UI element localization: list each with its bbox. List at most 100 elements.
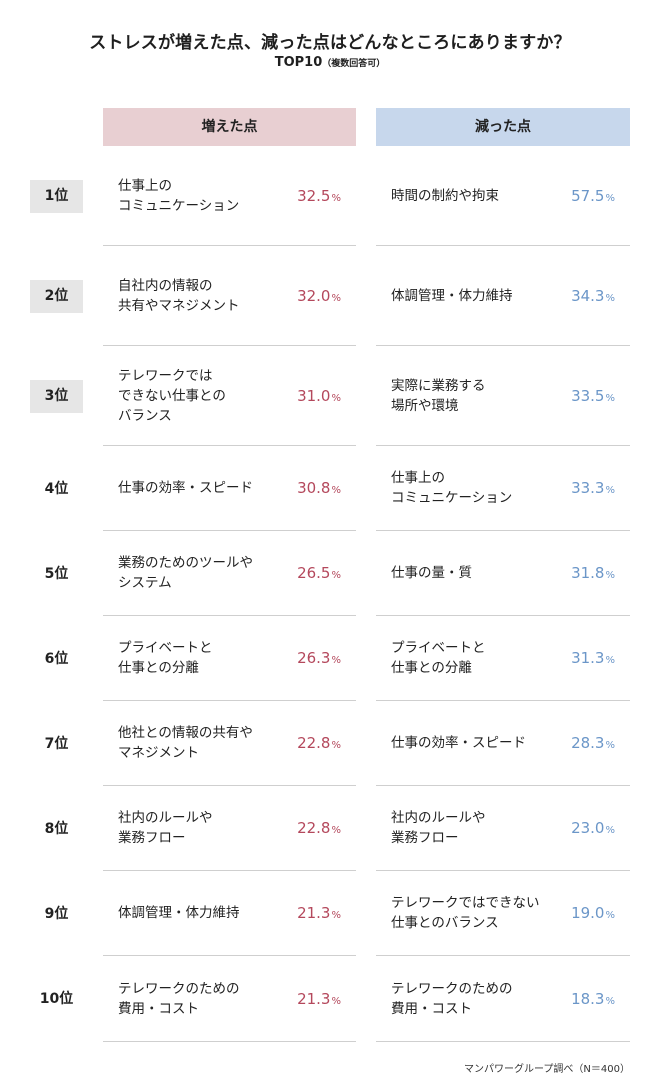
rank-label: 4位 [44,481,69,497]
percent-unit: % [605,740,615,751]
percent-unit: % [605,995,615,1007]
increased-cell: 社内のルールや 業務フロー 22.8% [103,786,356,871]
decreased-item-value: 34.3% [571,287,615,305]
increased-item-value: 22.8% [297,734,341,752]
source-note: マンパワーグループ調べ（N＝400） [464,1064,630,1075]
percent-unit: % [331,570,341,581]
increased-value-number: 26.3 [297,649,331,667]
percent-unit: % [605,570,615,581]
increased-item-value: 32.0% [297,287,341,305]
percent-unit: % [331,485,341,496]
increased-cell: 自社内の情報の 共有やマネジメント 32.0% [103,246,356,346]
decreased-value-number: 31.3 [571,649,605,667]
decreased-value-number: 33.5 [571,386,605,405]
decreased-item-label: 実際に業務する 場所や環境 [391,377,486,414]
percent-unit: % [605,292,615,304]
rank-label: 9位 [44,906,69,922]
decreased-value-number: 23.0 [571,819,605,837]
rank-label: 5位 [44,566,69,582]
decreased-value-number: 57.5 [571,186,605,205]
decreased-value-number: 19.0 [571,904,605,922]
percent-unit: % [605,485,615,496]
rank-label: 1位 [30,180,83,213]
percent-unit: % [605,655,615,666]
increased-item-label: テレワークでは できない仕事との バランス [118,367,226,424]
subtitle-main: TOP10 [274,55,323,70]
percent-unit: % [331,655,341,666]
decreased-item-label: 仕事の量・質 [391,565,472,581]
decreased-value-number: 18.3 [571,989,605,1008]
percent-unit: % [331,740,341,751]
decreased-item-label: テレワークのための 費用・コスト [391,980,513,1017]
decreased-item-value: 33.3% [571,479,615,497]
chart-title: ストレスが増えた点、減った点はどんなところにありますか？ [89,33,571,53]
decreased-cell: 仕事の効率・スピード 28.3% [376,701,630,786]
increased-item-label: テレワークのための 費用・コスト [118,980,240,1017]
percent-unit: % [331,825,341,836]
table-row: 4位 仕事の効率・スピード 30.8% 仕事上の コミュニケーション 33.3% [0,446,660,531]
rank-label: 8位 [44,821,69,837]
decreased-item-value: 33.5% [571,387,615,405]
table-row: 8位 社内のルールや 業務フロー 22.8% 社内のルールや 業務フロー 23.0% [0,786,660,871]
header-increased: 増えた点 [103,108,356,146]
increased-cell: 仕事上の コミュニケーション 32.5% [103,146,356,246]
table-row: 6位 プライベートと 仕事との分離 26.3% プライベートと 仕事との分離 31.3% [0,616,660,701]
increased-value-number: 32.5 [297,186,331,205]
table-row: 9位 体調管理・体力維持 21.3% テレワークではできない 仕事とのバランス 19.0… [0,871,660,956]
decreased-value-number: 34.3 [571,286,605,305]
percent-unit: % [605,392,615,404]
increased-value-number: 21.3 [297,989,331,1008]
rank-label: 7位 [44,736,69,752]
percent-unit: % [331,910,341,921]
table-row: 5位 業務のためのツールや システム 26.5% 仕事の量・質 31.8% [0,531,660,616]
decreased-cell: テレワークのための 費用・コスト 18.3% [376,956,630,1042]
decreased-item-label: 時間の制約や拘束 [391,187,499,204]
percent-unit: % [605,910,615,921]
decreased-cell: 仕事の量・質 31.8% [376,531,630,616]
decreased-value-number: 31.8 [571,564,605,582]
rank-label: 6位 [44,651,69,667]
increased-cell: テレワークのための 費用・コスト 21.3% [103,956,356,1042]
percent-unit: % [605,825,615,836]
table-row: 2位 自社内の情報の 共有やマネジメント 32.0% 体調管理・体力維持 34.3% [0,246,660,346]
decreased-cell: テレワークではできない 仕事とのバランス 19.0% [376,871,630,956]
decreased-item-value: 23.0% [571,819,615,837]
increased-item-label: 社内のルールや 業務フロー [118,810,213,846]
subtitle-note: （複数回答可） [322,59,386,69]
decreased-item-value: 19.0% [571,904,615,922]
increased-item-value: 21.3% [297,904,341,922]
percent-unit: % [331,392,341,404]
increased-item-label: 自社内の情報の 共有やマネジメント [118,277,240,314]
decreased-cell: プライベートと 仕事との分離 31.3% [376,616,630,701]
increased-cell: 業務のためのツールや システム 26.5% [103,531,356,616]
decreased-item-label: 体調管理・体力維持 [391,287,513,304]
increased-item-value: 26.5% [297,564,341,582]
decreased-item-label: 仕事上の コミュニケーション [391,470,513,506]
increased-cell: 体調管理・体力維持 21.3% [103,871,356,956]
increased-cell: 仕事の効率・スピード 30.8% [103,446,356,531]
decreased-cell: 社内のルールや 業務フロー 23.0% [376,786,630,871]
percent-unit: % [331,192,341,204]
decreased-item-value: 31.3% [571,649,615,667]
increased-item-value: 22.8% [297,819,341,837]
table-row: 7位 他社との情報の共有や マネジメント 22.8% 仕事の効率・スピード 28.3% [0,701,660,786]
increased-item-label: 体調管理・体力維持 [118,905,240,921]
decreased-item-label: テレワークではできない 仕事とのバランス [391,895,540,931]
decreased-item-value: 28.3% [571,734,615,752]
table-row: 3位 テレワークでは できない仕事との バランス 31.0% 実際に業務する 場所や環… [0,346,660,446]
increased-value-number: 22.8 [297,819,331,837]
increased-cell: プライベートと 仕事との分離 26.3% [103,616,356,701]
chart-subtitle: TOP10（複数回答可） [0,55,660,70]
increased-value-number: 32.0 [297,286,331,305]
decreased-item-value: 31.8% [571,564,615,582]
increased-value-number: 22.8 [297,734,331,752]
decreased-item-label: 社内のルールや 業務フロー [391,810,486,846]
rank-label: 10位 [39,991,74,1007]
increased-value-number: 26.5 [297,564,331,582]
percent-unit: % [331,292,341,304]
rank-label: 2位 [30,280,83,313]
decreased-item-value: 18.3% [571,990,615,1008]
decreased-cell: 時間の制約や拘束 57.5% [376,146,630,246]
increased-item-value: 30.8% [297,479,341,497]
decreased-value-number: 28.3 [571,734,605,752]
